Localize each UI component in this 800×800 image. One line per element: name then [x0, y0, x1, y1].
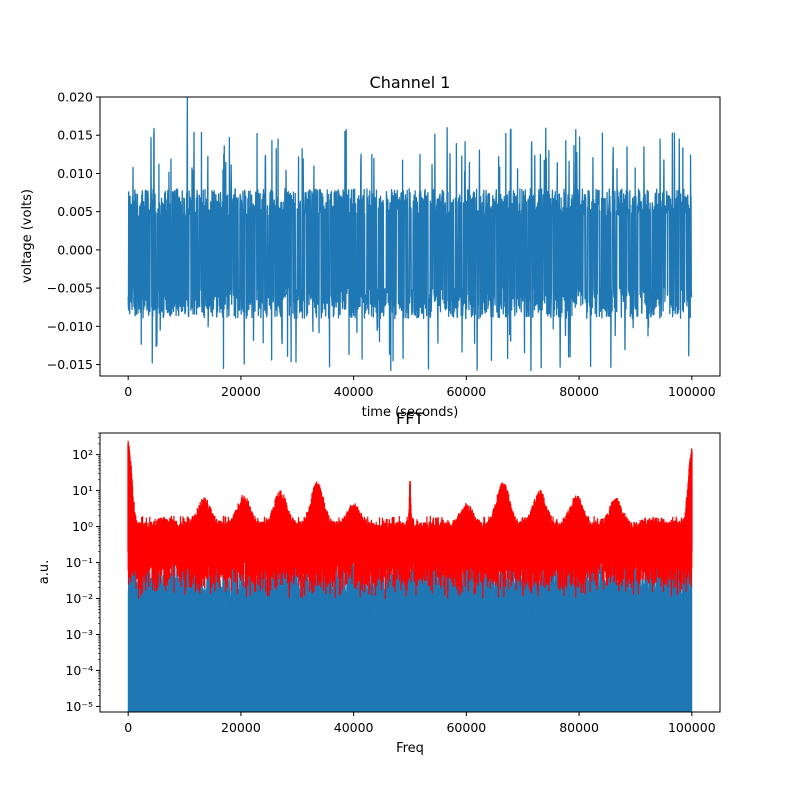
- channel1-y-axis-label: voltage (volts): [20, 189, 35, 283]
- channel1-title: Channel 1: [370, 73, 451, 92]
- fft-x-tick-label: 80000: [559, 720, 599, 735]
- channel1-y-tick-label: 0.000: [57, 242, 93, 257]
- channel1-y-tick-label: 0.020: [57, 90, 93, 105]
- fft-x-tick-label: 40000: [334, 720, 374, 735]
- channel1-y-tick-label: 0.010: [57, 166, 93, 181]
- fft-y-tick-label: 10⁻⁵: [65, 699, 93, 714]
- channel1-y-tick-label: −0.015: [47, 357, 93, 372]
- fft-y-tick-label: 10²: [72, 447, 93, 462]
- fft-x-tick-label: 20000: [221, 720, 261, 735]
- channel1-y-tick-label: −0.005: [47, 281, 93, 296]
- channel1-x-tick-label: 0: [124, 384, 132, 399]
- channel1-x-tick-label: 80000: [559, 384, 599, 399]
- channel1-y-ticks: −0.015 −0.010 −0.005 0.000 0.005 0.010 0.015 0.…: [47, 90, 100, 372]
- channel1-y-tick-label: 0.015: [57, 128, 93, 143]
- channel1-plot-area: [127, 97, 693, 372]
- fft-x-axis-label: Freq: [396, 741, 424, 756]
- channel1-frame: [99, 96, 721, 377]
- fft-title: FFT: [396, 409, 424, 428]
- fft-y-tick-label: 10⁰: [72, 519, 93, 534]
- fft-y-tick-label: 10⁻⁴: [65, 663, 93, 678]
- channel1-axes: Channel 1 0 20000 40000 60000 80000 100000 −0…: [20, 73, 721, 420]
- fft-y-tick-label: 10⁻²: [65, 591, 93, 606]
- fft-axes: FFT 0 20000 40000 60000 80000 100000 10⁻⁵ 10⁻⁴…: [37, 409, 721, 756]
- channel1-x-tick-label: 60000: [446, 384, 486, 399]
- fft-y-ticks: 10⁻⁵ 10⁻⁴ 10⁻³ 10⁻² 10⁻¹ 10⁰ 10¹ 10²: [65, 432, 100, 714]
- fft-frame: [99, 432, 721, 713]
- channel1-signal-line: [127, 97, 693, 372]
- channel1-x-tick-label: 100000: [668, 384, 716, 399]
- fft-x-tick-label: 100000: [668, 720, 716, 735]
- channel1-x-tick-label: 40000: [334, 384, 374, 399]
- fft-y-axis-label: a.u.: [37, 560, 52, 584]
- fft-x-tick-label: 60000: [446, 720, 486, 735]
- fft-x-ticks: 0 20000 40000 60000 80000 100000: [124, 712, 716, 735]
- fft-y-tick-label: 10⁻¹: [65, 555, 93, 570]
- channel1-y-tick-label: −0.010: [47, 319, 93, 334]
- channel1-x-axis-label: time (seconds): [362, 405, 459, 420]
- channel1-y-tick-label: 0.005: [57, 204, 93, 219]
- channel1-x-tick-label: 20000: [221, 384, 261, 399]
- fft-y-tick-label: 10⁻³: [65, 627, 93, 642]
- fft-y-tick-label: 10¹: [72, 483, 93, 498]
- channel1-x-ticks: 0 20000 40000 60000 80000 100000: [124, 376, 716, 399]
- fft-x-tick-label: 0: [124, 720, 132, 735]
- fft-plot-area: [127, 440, 693, 712]
